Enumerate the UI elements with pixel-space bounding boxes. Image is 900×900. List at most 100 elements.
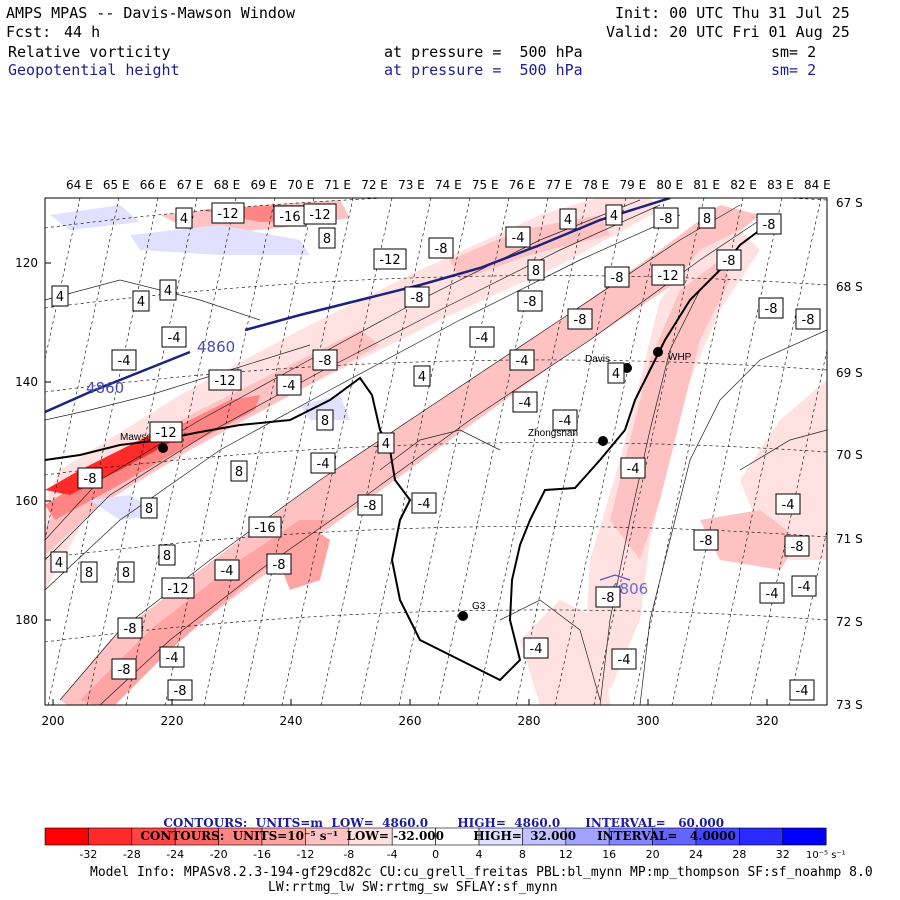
vorticity-band (45, 395, 260, 520)
vorticity-band (585, 230, 760, 690)
meridian-line (86, 198, 198, 705)
meridian-line (554, 198, 666, 705)
map-title: AMPS MPAS -- Davis-Mawson Window (6, 4, 295, 22)
station-marker (158, 443, 168, 453)
vorticity-label: -12 (167, 582, 188, 597)
vorticity-label: -8 (791, 540, 804, 555)
vorticity-contour-info: CONTOURS: UNITS=10⁻⁵ s⁻¹ LOW= -32.000 HI… (140, 829, 736, 843)
vorticity-label-box (523, 637, 549, 659)
height-contour-info: CONTOURS: UNITS=m LOW= 4860.0 HIGH= 4860… (163, 816, 725, 830)
x-tick-label: 200 (42, 714, 65, 728)
vorticity-contour (45, 204, 661, 561)
meridian-line (203, 198, 315, 705)
colorbar-tick-label: 32 (776, 848, 790, 861)
y-tick-label: 160 (15, 494, 38, 508)
vorticity-label-box (149, 421, 183, 443)
y-tick-label: 140 (15, 375, 38, 389)
vorticity-label: 8 (122, 566, 130, 581)
vorticity-label-box (214, 559, 240, 581)
vorticity-label-box (111, 349, 137, 371)
vorticity-label: -4 (519, 396, 532, 411)
vorticity-label-box (505, 226, 531, 248)
vorticity-label: -8 (411, 291, 424, 306)
vorticity-label: -8 (124, 622, 137, 637)
vorticity-label: -12 (214, 374, 235, 389)
station-marker (598, 436, 608, 446)
vorticity-label: -4 (627, 462, 640, 477)
vorticity-label-box (552, 409, 578, 431)
station-marker (653, 347, 663, 357)
vorticity-label-box (567, 308, 593, 330)
vorticity-label-box (303, 203, 337, 225)
meridian-line (476, 198, 588, 705)
vorticity-label-box (758, 297, 784, 319)
vorticity-label-box (318, 227, 336, 249)
vorticity-label: -8 (660, 212, 673, 227)
vorticity-label: -8 (700, 534, 713, 549)
vorticity-label: -8 (319, 354, 332, 369)
meridian-line (125, 198, 237, 705)
meridian-line (45, 198, 120, 541)
vorticity-label-box (51, 285, 69, 307)
latitude-label: 72 S (836, 615, 863, 629)
coastline (45, 229, 761, 682)
vorticity-label-box (512, 391, 538, 413)
vorticity-label: -4 (476, 331, 489, 346)
vorticity-label-box (117, 561, 135, 583)
vorticity-label-box (784, 535, 810, 557)
meridian-line (47, 198, 159, 705)
vorticity-label: 4 (610, 209, 618, 224)
vorticity-label-box (117, 617, 143, 639)
vorticity-label-box (611, 648, 637, 670)
forecast-label: Fcst: (6, 23, 52, 41)
vorticity-label-box (357, 494, 383, 516)
vorticity-label-box (80, 561, 98, 583)
station-label: Davis (585, 354, 610, 365)
vorticity-label: -8 (118, 663, 131, 678)
x-tick-label: 240 (280, 714, 303, 728)
colorbar-tick-label: -8 (343, 848, 354, 861)
colorbar-tick-label: 8 (519, 848, 526, 861)
vorticity-label: 4 (137, 295, 145, 310)
longitude-label: 67 E (177, 178, 204, 192)
vorticity-label: -4 (418, 497, 431, 512)
vorticity-label: -8 (84, 472, 97, 487)
meridian-line (437, 198, 549, 705)
latitude-label: 71 S (836, 532, 863, 546)
vorticity-label: 8 (321, 414, 329, 429)
vorticity-label: -4 (766, 587, 779, 602)
positive-vorticity-band (130, 225, 310, 255)
vorticity-label: -8 (524, 295, 537, 310)
colorbar-swatch (88, 827, 133, 846)
positive-vorticity-band (50, 205, 140, 230)
vorticity-label: -4 (530, 642, 543, 657)
field-2-smoothing: sm= 2 (771, 61, 817, 79)
field-2-level: at pressure = 500 hPa (384, 61, 583, 79)
vorticity-label: -16 (254, 521, 275, 536)
longitude-label: 77 E (546, 178, 573, 192)
vorticity-contour (379, 429, 501, 471)
colorbar-tick-label: -28 (123, 848, 141, 861)
longitude-label: 66 E (140, 178, 167, 192)
station-label: Mawson (120, 432, 157, 443)
vorticity-label-box (604, 266, 630, 288)
vorticity-label: -8 (574, 313, 587, 328)
field-1-level: at pressure = 500 hPa (384, 43, 583, 61)
positive-vorticity-band (300, 395, 350, 420)
vorticity-label: 8 (235, 465, 243, 480)
longitude-label: 64 E (66, 178, 93, 192)
height-contour-4806 (599, 574, 631, 581)
vorticity-label-box (161, 577, 195, 599)
vorticity-label: 4 (382, 437, 390, 452)
colorbar-tick-label: -24 (166, 848, 184, 861)
vorticity-label: 4 (55, 556, 63, 571)
longitude-label: 76 E (509, 178, 536, 192)
vorticity-label-box (310, 452, 336, 474)
vorticity-label: -8 (364, 499, 377, 514)
vorticity-label: -4 (796, 684, 809, 699)
vorticity-label: 4 (564, 213, 572, 228)
longitude-label: 75 E (472, 178, 499, 192)
longitude-label: 65 E (103, 178, 130, 192)
vorticity-label-box (158, 544, 176, 566)
